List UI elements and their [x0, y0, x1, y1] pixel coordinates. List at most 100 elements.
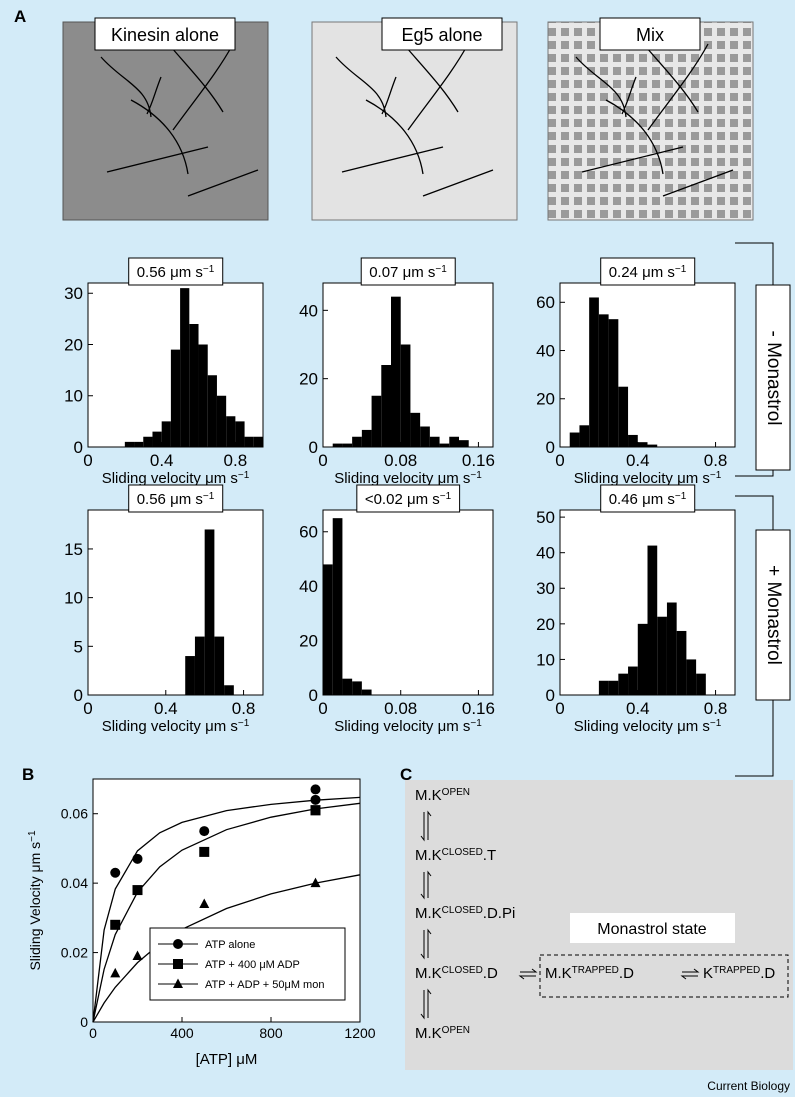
marker	[110, 919, 121, 930]
row-label: - Monastrol	[763, 330, 784, 425]
x-tick-label: 0.8	[704, 699, 728, 718]
state-base: M.K	[415, 787, 442, 804]
y-tick-label: 0	[546, 686, 555, 705]
bar	[224, 685, 234, 695]
y-tick-label: 10	[64, 589, 83, 608]
annotation: 0.56 μm s−1	[137, 264, 215, 282]
y-tick-label: 60	[536, 293, 555, 312]
legend-label: ATP + ADP + 50μM mon	[205, 979, 324, 991]
plot-area	[88, 510, 263, 695]
bracket	[735, 242, 774, 777]
bar	[124, 441, 135, 447]
annotation-box	[128, 257, 224, 286]
y-tick-label: 15	[64, 540, 83, 559]
marker	[310, 784, 321, 795]
row-label-box	[755, 284, 791, 471]
state-suffix: .D	[483, 965, 498, 982]
diagram-label: Monastrol state	[597, 921, 706, 938]
x-tick-label: 0.4	[626, 451, 650, 470]
schematic: Mix	[547, 17, 754, 221]
bar	[235, 421, 245, 447]
y-axis-label: Sliding Velocity μm s−1	[27, 830, 44, 971]
marker	[310, 794, 321, 805]
state-suffix: .T	[483, 847, 496, 864]
x-tick-label: 800	[259, 1025, 283, 1041]
x-axis-label-base: Sliding velocity μm s	[574, 718, 710, 735]
bar	[618, 386, 629, 447]
state: M.KOPEN	[415, 1025, 470, 1043]
x-axis-label-base: Sliding velocity μm s	[334, 718, 470, 735]
trapped-state: M.KTRAPPED.D	[545, 965, 634, 983]
marker	[132, 950, 143, 961]
y-tick-label: 0	[74, 686, 83, 705]
y-tick-label: 0.06	[61, 806, 88, 822]
y-axis-label-base: Sliding Velocity μm s	[27, 842, 43, 971]
bar	[185, 656, 195, 695]
row-label: + Monastrol	[763, 565, 784, 665]
x-axis-label: Sliding velocity μm s−1	[102, 718, 250, 736]
annotation-base: 0.24 μm s	[609, 264, 675, 281]
bar	[189, 324, 199, 447]
x-tick-label: 0	[318, 699, 327, 718]
y-tick-label: 50	[536, 508, 555, 527]
bar	[352, 436, 362, 447]
bar	[216, 395, 227, 447]
bar	[647, 545, 658, 695]
x-axis-label-sup: −1	[238, 718, 250, 729]
bar	[637, 442, 648, 447]
bar	[628, 666, 638, 695]
annotation-sup: −1	[435, 264, 447, 275]
y-tick-label: 30	[64, 284, 83, 303]
y-tick-label: 40	[536, 341, 555, 360]
y-tick-label: 30	[536, 579, 555, 598]
annotation-base: 0.07 μm s	[369, 264, 435, 281]
bar	[361, 429, 372, 447]
y-tick-label: 20	[64, 335, 83, 354]
bar	[420, 426, 430, 447]
annotation: 0.56 μm s−1	[137, 491, 215, 509]
y-tick-label: 20	[536, 390, 555, 409]
panel-label: A	[14, 7, 26, 26]
row-label-box	[755, 529, 791, 701]
y-tick-label: 0.04	[61, 875, 88, 891]
y-tick-label: 20	[536, 615, 555, 634]
marker	[132, 853, 143, 864]
x-axis-label: Sliding velocity μm s−1	[574, 718, 722, 736]
schematic-box	[547, 21, 754, 221]
state: M.KCLOSED.T	[415, 847, 496, 865]
annotation-sup: −1	[675, 264, 687, 275]
bar	[657, 616, 667, 695]
y-tick-label: 40	[299, 577, 318, 596]
y-tick-label: 60	[299, 523, 318, 542]
marker	[132, 885, 143, 896]
schematic-label: Eg5 alone	[401, 25, 482, 45]
x-tick-label: 0.08	[384, 699, 417, 718]
x-axis-label-base: Sliding velocity μm s	[102, 718, 238, 735]
bar	[400, 344, 411, 447]
y-tick-label: 5	[74, 637, 83, 656]
x-tick-label: 0	[555, 699, 564, 718]
x-tick-label: 0	[318, 451, 327, 470]
bar	[170, 349, 181, 447]
trapped-state-base: M.K	[545, 965, 572, 982]
x-tick-label: 1200	[344, 1025, 375, 1041]
marker	[199, 846, 210, 857]
legend-label: ATP + 400 μM ADP	[205, 959, 300, 971]
annotation-box	[360, 257, 456, 286]
bar	[161, 421, 171, 447]
annotation-box	[600, 484, 696, 513]
bar	[618, 673, 629, 695]
marker	[310, 805, 321, 816]
x-tick-label: 0	[83, 451, 92, 470]
bar	[637, 623, 648, 695]
annotation-sup: −1	[675, 491, 687, 502]
marker	[173, 978, 183, 988]
dashed-box	[539, 954, 789, 998]
x-tick-label: 0.4	[154, 699, 178, 718]
label-box	[570, 913, 735, 943]
trapped-state-sup: TRAPPED	[572, 965, 619, 976]
schematic-label: Kinesin alone	[111, 25, 219, 45]
x-tick-label: 0	[555, 451, 564, 470]
bar	[152, 431, 162, 447]
